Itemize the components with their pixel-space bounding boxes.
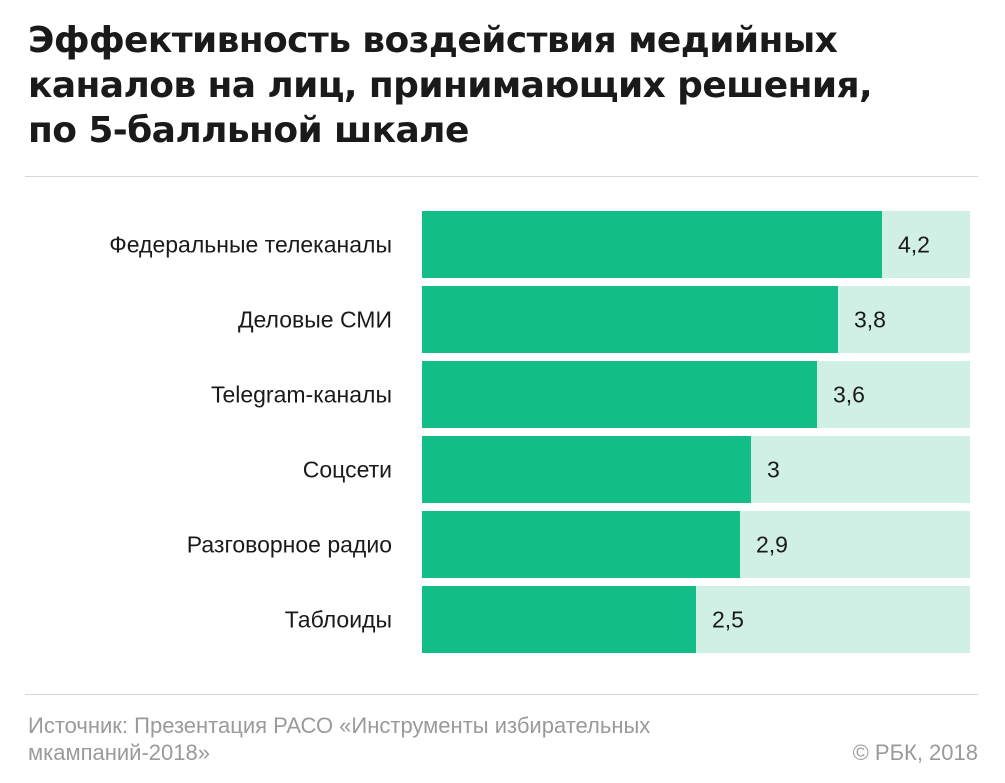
copyright: © РБК, 2018: [852, 740, 978, 765]
category-label: Таблоиды: [285, 607, 392, 633]
value-label: 3,6: [833, 382, 865, 408]
value-label: 3,8: [854, 307, 886, 333]
bar: [422, 436, 751, 503]
bottom-divider: [25, 694, 978, 695]
chart-title-line-3: по 5-балльной шкале: [28, 110, 469, 151]
chart-title-line-2: каналов на лиц, принимающих решения,: [28, 65, 873, 106]
value-label: 2,9: [756, 532, 788, 558]
bar: [422, 211, 882, 278]
top-divider: [25, 176, 978, 177]
bar: [422, 511, 740, 578]
category-label: Федеральные телеканалы: [109, 232, 392, 258]
value-label: 4,2: [898, 232, 930, 258]
category-label: Деловые СМИ: [238, 307, 392, 333]
category-label: Telegram-каналы: [211, 382, 392, 408]
bar: [422, 286, 838, 353]
bar: [422, 361, 817, 428]
value-label: 3: [767, 457, 780, 483]
chart-title: Эффективность воздействия медийных канал…: [28, 18, 988, 153]
category-label: Соцсети: [303, 457, 392, 483]
bar: [422, 586, 696, 653]
source-note: Источник: Презентация РАСО «Инструменты …: [28, 713, 651, 765]
chart-title-line-1: Эффективность воздействия медийных: [28, 20, 838, 61]
value-label: 2,5: [712, 607, 744, 633]
category-label: Разговорное радио: [187, 532, 392, 558]
